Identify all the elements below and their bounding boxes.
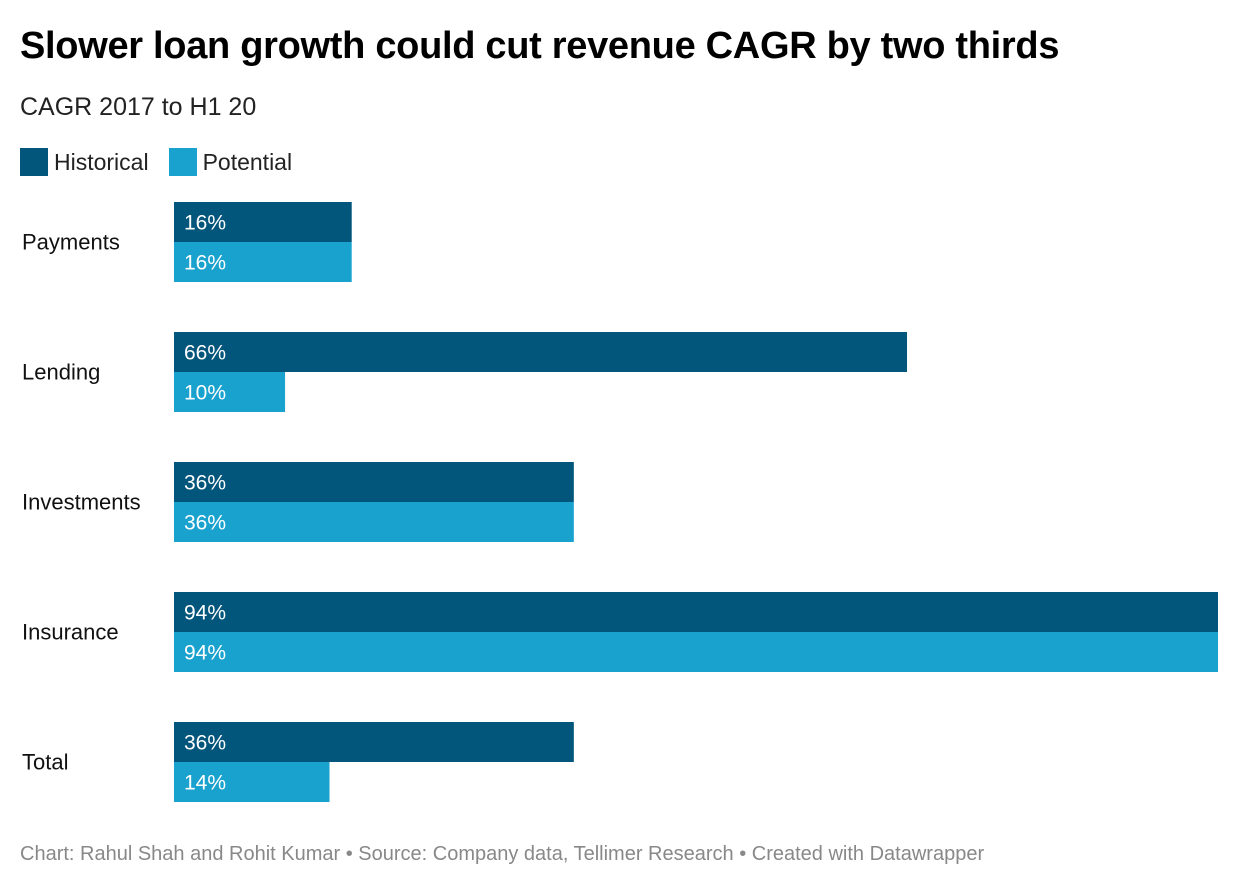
bar-historical-investments — [174, 462, 574, 502]
data-label-potential-insurance: 94% — [184, 642, 226, 665]
legend-swatch-historical — [20, 148, 48, 176]
data-label-potential-payments: 16% — [184, 252, 226, 275]
chart-title: Slower loan growth could cut revenue CAG… — [20, 25, 1060, 67]
bar-historical-total — [174, 722, 574, 762]
bar-potential-insurance — [174, 632, 1218, 672]
legend: Historical Potential — [20, 147, 312, 177]
bar-potential-lending — [174, 372, 286, 412]
bar-historical-insurance — [174, 592, 1218, 632]
bar-group-total: Total 36% 14% — [22, 722, 574, 802]
bar-historical-payments — [174, 202, 352, 242]
bar-historical-lending — [174, 332, 908, 372]
legend-label-historical: Historical — [54, 148, 149, 175]
chart-subtitle: CAGR 2017 to H1 20 — [20, 93, 257, 121]
data-label-potential-lending: 10% — [184, 382, 226, 405]
bar-potential-investments — [174, 502, 574, 542]
legend-item-historical: Historical — [20, 148, 149, 176]
legend-swatch-potential — [168, 148, 197, 176]
bar-potential-total — [174, 762, 330, 802]
bar-potential-payments — [174, 242, 352, 282]
data-label-historical-investments: 36% — [184, 472, 226, 495]
chart-footer: Chart: Rahul Shah and Rohit Kumar • Sour… — [20, 843, 985, 865]
data-label-historical-total: 36% — [184, 732, 226, 755]
legend-item-potential: Potential — [168, 148, 293, 176]
bar-group-payments: Payments 16% 16% — [22, 202, 352, 282]
category-label: Lending — [22, 360, 100, 385]
data-label-potential-investments: 36% — [184, 512, 226, 535]
category-label: Insurance — [22, 620, 119, 645]
category-label: Total — [22, 750, 68, 775]
bar-group-insurance: Insurance 94% 94% — [22, 592, 1218, 672]
category-label: Payments — [22, 230, 120, 255]
data-label-historical-payments: 16% — [184, 212, 226, 235]
legend-label-potential: Potential — [202, 148, 293, 175]
category-label: Investments — [22, 490, 141, 515]
data-label-historical-insurance: 94% — [184, 602, 226, 625]
bar-group-investments: Investments 36% 36% — [22, 462, 574, 542]
data-label-historical-lending: 66% — [184, 342, 226, 365]
bar-group-lending: Lending 66% 10% — [22, 332, 908, 412]
data-label-potential-total: 14% — [184, 772, 226, 795]
